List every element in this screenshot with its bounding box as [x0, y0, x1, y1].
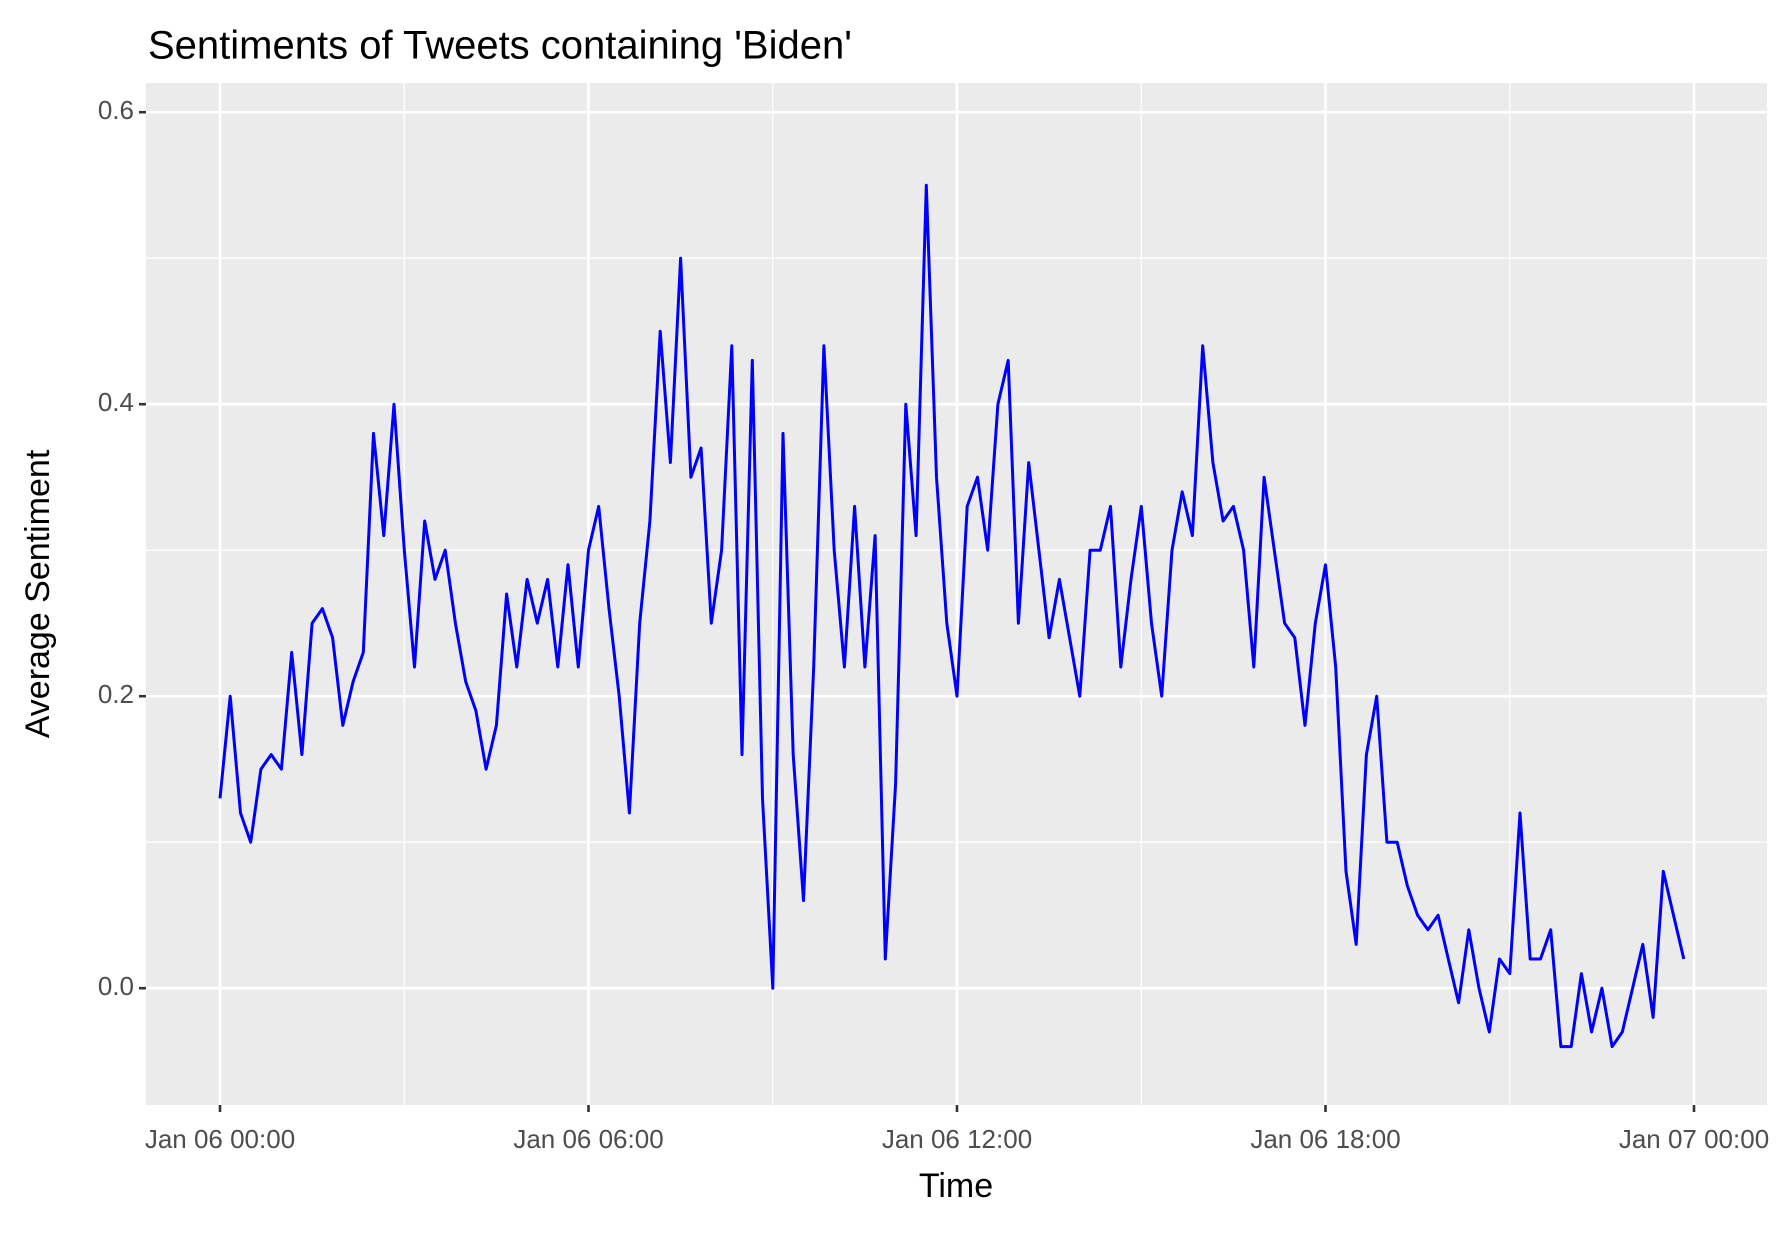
y-tick-label: 0.2: [98, 679, 134, 709]
y-tick-label: 0.4: [98, 387, 134, 417]
data-line: [218, 183, 1686, 1049]
x-tick-label: Jan 06 06:00: [513, 1124, 663, 1154]
y-tick-label: 0.6: [98, 95, 134, 125]
x-tick-label: Jan 06 12:00: [882, 1124, 1032, 1154]
chart-title: Sentiments of Tweets containing 'Biden': [148, 24, 852, 68]
x-tick-label: Jan 06 18:00: [1250, 1124, 1400, 1154]
x-tick-label: Jan 06 00:00: [145, 1124, 295, 1154]
x-tick-label: Jan 07 00:00: [1619, 1124, 1769, 1154]
x-axis-title: Time: [919, 1167, 993, 1205]
y-axis-title: Average Sentiment: [19, 449, 57, 738]
y-tick-label: 0.0: [98, 971, 134, 1001]
